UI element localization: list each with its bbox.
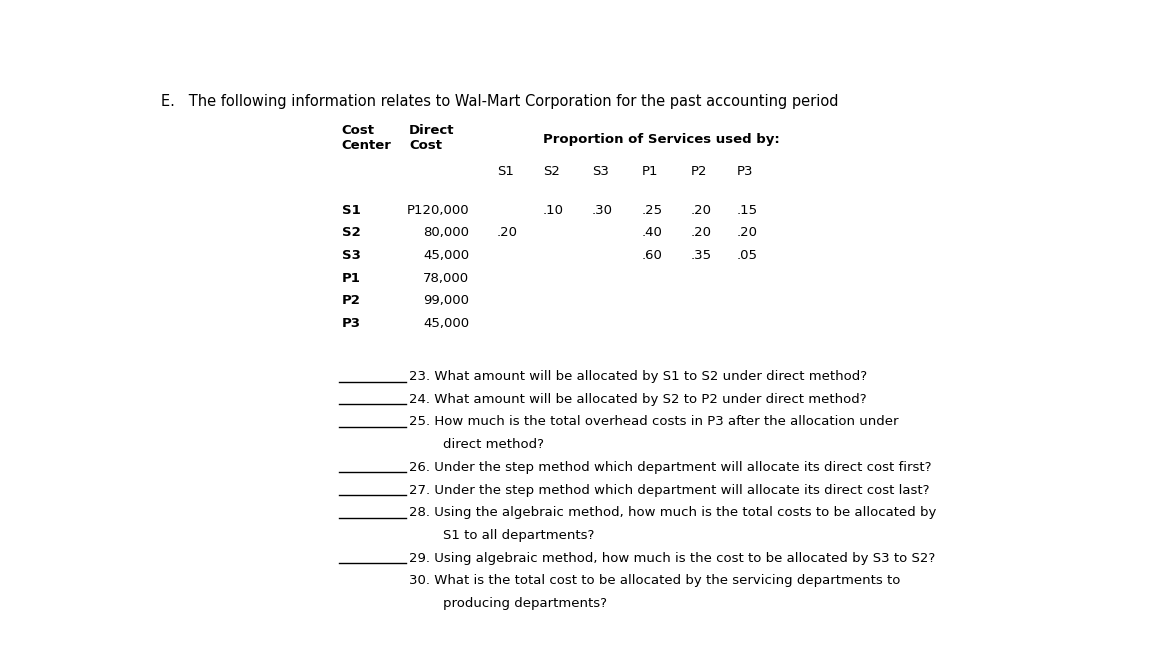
Text: .20: .20 [690, 227, 712, 240]
Text: 24. What amount will be allocated by S2 to P2 under direct method?: 24. What amount will be allocated by S2 … [409, 393, 866, 406]
Text: 29. Using algebraic method, how much is the cost to be allocated by S3 to S2?: 29. Using algebraic method, how much is … [409, 551, 935, 564]
Text: .20: .20 [497, 227, 517, 240]
Text: P1: P1 [642, 165, 658, 178]
Text: 28. Using the algebraic method, how much is the total costs to be allocated by: 28. Using the algebraic method, how much… [409, 506, 937, 519]
Text: .15: .15 [737, 204, 758, 217]
Text: .20: .20 [690, 204, 712, 217]
Text: 27. Under the step method which department will allocate its direct cost last?: 27. Under the step method which departme… [409, 484, 930, 497]
Text: S3: S3 [592, 165, 608, 178]
Text: P120,000: P120,000 [407, 204, 470, 217]
Text: S1: S1 [497, 165, 514, 178]
Text: .10: .10 [543, 204, 564, 217]
Text: Proportion of Services used by:: Proportion of Services used by: [543, 133, 780, 146]
Text: S2: S2 [342, 227, 361, 240]
Text: .30: .30 [592, 204, 613, 217]
Text: 25. How much is the total overhead costs in P3 after the allocation under: 25. How much is the total overhead costs… [409, 415, 899, 428]
Text: 45,000: 45,000 [424, 249, 470, 262]
Text: Direct: Direct [409, 124, 455, 137]
Text: S3: S3 [342, 249, 361, 262]
Text: direct method?: direct method? [409, 438, 544, 451]
Text: P1: P1 [342, 271, 361, 284]
Text: Center: Center [342, 139, 392, 152]
Text: P2: P2 [690, 165, 707, 178]
Text: S2: S2 [543, 165, 560, 178]
Text: 99,000: 99,000 [424, 294, 470, 307]
Text: .40: .40 [642, 227, 662, 240]
Text: S1: S1 [342, 204, 361, 217]
Text: .20: .20 [737, 227, 758, 240]
Text: producing departments?: producing departments? [409, 597, 607, 610]
Text: 30. What is the total cost to be allocated by the servicing departments to: 30. What is the total cost to be allocat… [409, 574, 901, 587]
Text: .35: .35 [690, 249, 712, 262]
Text: 23. What amount will be allocated by S1 to S2 under direct method?: 23. What amount will be allocated by S1 … [409, 370, 867, 383]
Text: 45,000: 45,000 [424, 317, 470, 330]
Text: E.   The following information relates to Wal-Mart Corporation for the past acco: E. The following information relates to … [161, 94, 839, 109]
Text: P3: P3 [342, 317, 361, 330]
Text: .05: .05 [737, 249, 758, 262]
Text: 80,000: 80,000 [424, 227, 470, 240]
Text: P3: P3 [737, 165, 753, 178]
Text: Cost: Cost [409, 139, 442, 152]
Text: S1 to all departments?: S1 to all departments? [409, 529, 594, 542]
Text: P2: P2 [342, 294, 361, 307]
Text: .25: .25 [642, 204, 662, 217]
Text: Cost: Cost [342, 124, 374, 137]
Text: .60: .60 [642, 249, 662, 262]
Text: 78,000: 78,000 [424, 271, 470, 284]
Text: 26. Under the step method which department will allocate its direct cost first?: 26. Under the step method which departme… [409, 461, 932, 474]
